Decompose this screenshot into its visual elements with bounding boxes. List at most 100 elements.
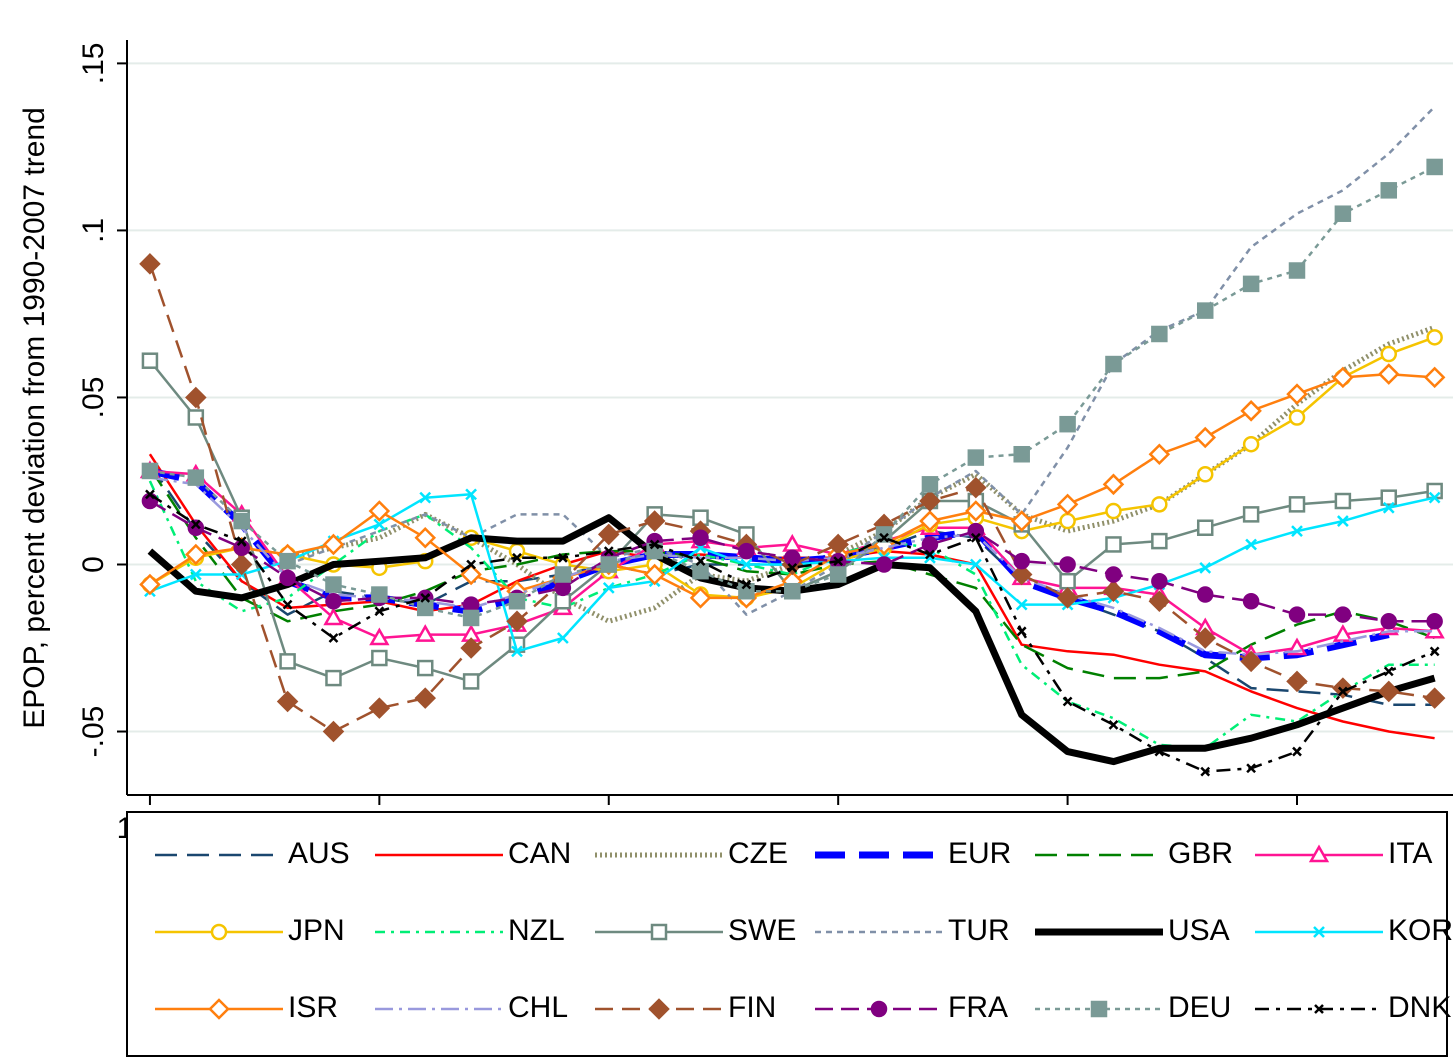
- marker: [554, 566, 572, 583]
- marker: [1426, 482, 1443, 500]
- marker: [1059, 512, 1076, 530]
- marker: [465, 488, 478, 501]
- legend-label: FRA: [948, 991, 1008, 1024]
- marker: [1010, 510, 1033, 532]
- marker: [462, 596, 480, 613]
- marker: [322, 720, 345, 743]
- legend-label: DNK: [1388, 991, 1451, 1024]
- marker: [1196, 302, 1214, 319]
- y-tick-label: .1: [77, 218, 110, 243]
- marker: [1148, 443, 1171, 466]
- marker: [1308, 844, 1330, 863]
- marker: [1194, 627, 1217, 649]
- marker: [282, 599, 293, 610]
- marker: [1199, 561, 1212, 574]
- marker: [511, 645, 523, 658]
- marker: [371, 586, 388, 603]
- marker: [919, 490, 941, 512]
- marker: [965, 476, 987, 499]
- marker: [1377, 363, 1400, 385]
- marker: [466, 559, 477, 570]
- marker: [1383, 666, 1394, 677]
- marker: [741, 579, 752, 590]
- marker: [919, 510, 941, 532]
- legend-label: DEU: [1168, 991, 1231, 1024]
- marker: [870, 1000, 888, 1018]
- marker: [1151, 496, 1168, 513]
- marker: [1102, 473, 1125, 496]
- marker: [141, 462, 159, 480]
- marker: [1108, 719, 1119, 730]
- marker: [419, 491, 432, 504]
- marker: [1151, 532, 1168, 550]
- marker: [967, 522, 985, 540]
- marker: [1196, 466, 1214, 483]
- legend-label: TUR: [948, 914, 1010, 947]
- marker: [279, 569, 296, 587]
- legend-label: SWE: [728, 914, 796, 947]
- legend-label: EUR: [948, 837, 1011, 870]
- marker: [692, 529, 709, 547]
- marker: [969, 558, 982, 571]
- marker: [738, 542, 755, 560]
- marker: [784, 582, 801, 600]
- marker: [1059, 415, 1076, 433]
- legend-label: CZE: [728, 837, 788, 870]
- marker: [141, 352, 159, 369]
- marker: [879, 532, 889, 543]
- marker: [1242, 435, 1260, 453]
- marker: [597, 523, 620, 546]
- marker: [1194, 426, 1217, 449]
- marker: [1105, 536, 1122, 553]
- marker: [1380, 182, 1398, 199]
- legend-box: [126, 811, 1448, 1057]
- marker: [1288, 496, 1306, 513]
- marker: [1426, 329, 1443, 346]
- marker: [875, 556, 893, 573]
- marker: [460, 563, 482, 586]
- marker: [420, 593, 431, 603]
- marker: [416, 659, 434, 677]
- marker: [414, 526, 437, 549]
- marker: [508, 542, 526, 560]
- marker: [190, 519, 201, 530]
- marker: [1013, 552, 1030, 570]
- marker: [233, 512, 250, 530]
- marker: [323, 607, 344, 626]
- marker: [1151, 572, 1168, 590]
- marker: [1151, 325, 1168, 343]
- marker: [279, 653, 296, 670]
- marker: [145, 489, 155, 500]
- series: [148, 480, 1435, 750]
- marker: [1240, 400, 1262, 422]
- series-line: [149, 165, 1436, 620]
- legend-label: AUS: [288, 837, 350, 870]
- marker: [1105, 566, 1122, 583]
- marker: [1059, 556, 1076, 573]
- marker: [1292, 746, 1302, 757]
- marker: [1013, 445, 1030, 463]
- marker: [875, 526, 893, 543]
- legend-label: FIN: [728, 991, 776, 1024]
- marker: [692, 562, 709, 580]
- marker: [1056, 587, 1079, 609]
- marker: [1337, 686, 1348, 697]
- marker: [1288, 262, 1306, 279]
- marker: [325, 669, 342, 687]
- marker: [1196, 519, 1214, 536]
- marker: [325, 576, 342, 593]
- marker: [1090, 1000, 1108, 1018]
- legend-label: ITA: [1388, 837, 1432, 870]
- marker: [650, 923, 668, 941]
- marker: [1286, 670, 1308, 693]
- marker: [557, 552, 568, 563]
- marker: [1428, 491, 1441, 504]
- marker: [556, 632, 569, 644]
- marker: [921, 476, 939, 493]
- marker: [1154, 746, 1165, 757]
- marker: [1334, 492, 1352, 510]
- marker: [368, 500, 391, 522]
- marker: [643, 510, 666, 532]
- marker: [1062, 696, 1073, 707]
- marker: [462, 673, 480, 690]
